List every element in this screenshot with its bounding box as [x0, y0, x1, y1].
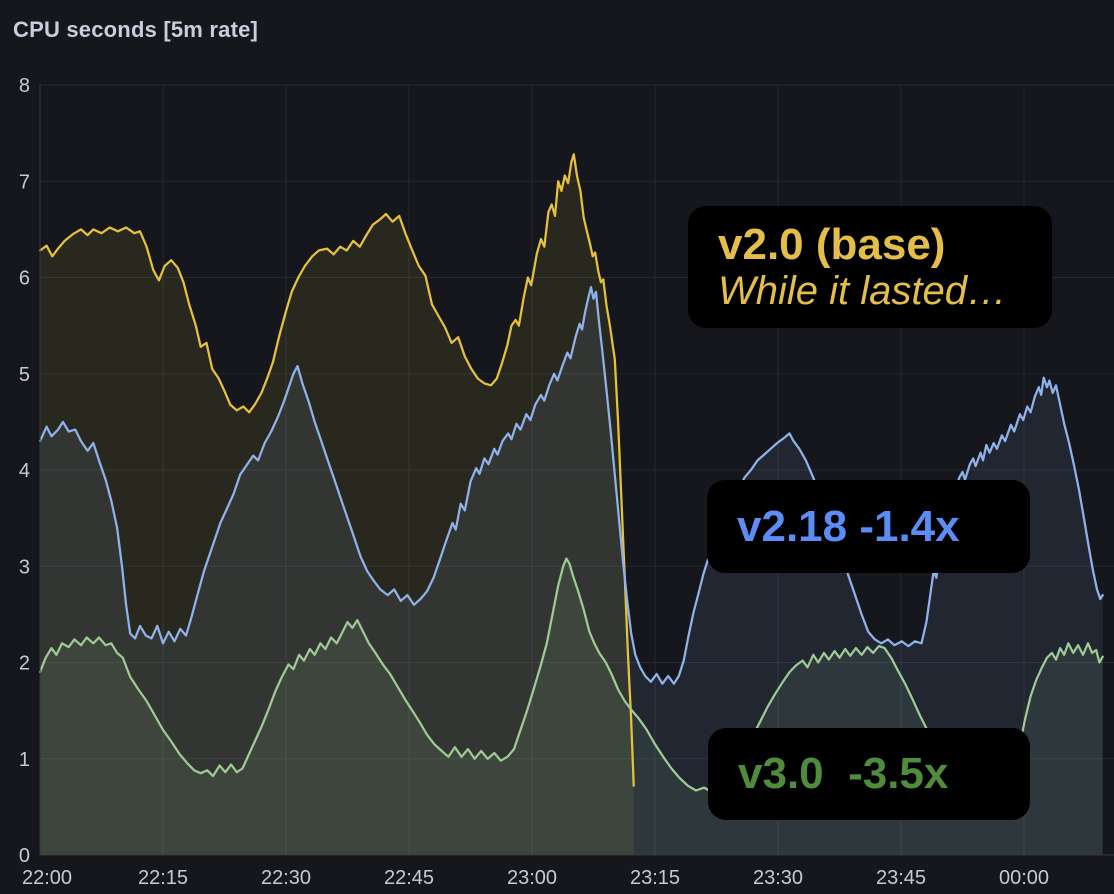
y-tick-label: 0: [19, 845, 30, 867]
y-tick-label: 5: [19, 364, 30, 386]
panel-title: CPU seconds [5m rate]: [13, 17, 259, 42]
annotation-v2-18-title: v2.18 -1.4x: [737, 501, 960, 551]
series-line-1: [38, 153, 635, 787]
annotation-v2-18: v2.18 -1.4x: [707, 480, 1030, 573]
annotation-v3-0: v3.0 -3.5x: [708, 728, 1030, 820]
series-area-1: [40, 154, 634, 856]
y-tick-label: 4: [19, 460, 30, 482]
y-tick-label: 7: [19, 171, 30, 193]
x-tick-label: 23:30: [753, 867, 803, 889]
y-tick-label: 2: [19, 653, 30, 675]
x-tick-label: 22:30: [261, 867, 311, 889]
annotation-v2-0-title: v2.0 (base): [718, 219, 946, 269]
y-tick-label: 8: [19, 75, 30, 97]
x-tick-label: 22:45: [384, 867, 434, 889]
y-tick-label: 6: [19, 268, 30, 290]
y-tick-label: 3: [19, 556, 30, 578]
x-tick-label: 23:45: [876, 867, 926, 889]
y-tick-label: 1: [19, 749, 30, 771]
x-tick-label: 00:00: [999, 867, 1049, 889]
x-tick-label: 23:15: [630, 867, 680, 889]
annotation-v2-0-subtitle: While it lasted…: [718, 269, 1007, 314]
x-tick-label: 23:00: [507, 867, 557, 889]
x-tick-label: 22:00: [22, 867, 72, 889]
annotation-v3-0-title: v3.0 -3.5x: [738, 749, 949, 799]
annotation-v2-0: v2.0 (base) While it lasted…: [688, 206, 1052, 328]
x-tick-label: 22:15: [138, 867, 188, 889]
series-line-2: [38, 285, 1104, 685]
